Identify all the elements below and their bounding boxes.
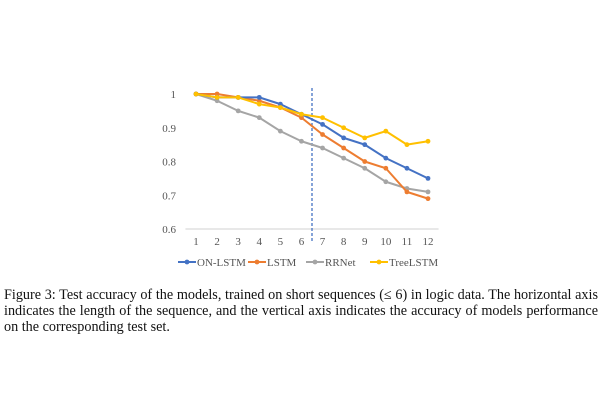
data-point-rrnet — [341, 155, 347, 161]
legend-item-lstm: LSTM — [248, 257, 297, 269]
legend-label: ON-LSTM — [197, 257, 246, 269]
data-point-lstm — [362, 159, 368, 164]
data-point-treelstm — [341, 125, 347, 131]
x-tick-label: 11 — [402, 236, 413, 248]
legend-swatch-marker — [312, 259, 318, 265]
x-axis-ticks: 1 2 3 4 5 6 7 8 9 10 11 12 — [193, 236, 433, 248]
y-tick-label: 0.6 — [162, 224, 176, 236]
legend-item-treelstm: TreeLSTM — [370, 257, 438, 269]
accuracy-line-chart: 0.60.70.80.91 1 2 3 4 5 6 7 8 9 10 11 12 ON-LSTM LST… — [162, 88, 439, 269]
data-point-rrnet — [277, 128, 283, 134]
data-point-rrnet — [362, 165, 368, 171]
data-point-rrnet — [256, 115, 262, 121]
data-point-rrnet — [235, 108, 241, 114]
data-point-treelstm — [362, 135, 368, 141]
data-point-on-lstm — [320, 121, 325, 127]
data-point-rrnet — [320, 145, 325, 151]
x-tick-label: 8 — [341, 236, 347, 248]
legend-item-rrnet: RRNet — [306, 257, 356, 269]
series-line-rrnet — [195, 93, 429, 193]
data-point-lstm — [425, 196, 431, 202]
data-point-rrnet — [299, 138, 304, 144]
x-tick-label: 2 — [214, 236, 220, 248]
legend-label: RRNet — [325, 257, 356, 269]
data-point-lstm — [341, 145, 347, 151]
y-tick-label: 0.8 — [162, 157, 176, 169]
data-point-lstm — [320, 132, 325, 137]
data-point-on-lstm — [425, 175, 431, 181]
legend: ON-LSTM LSTM RRNet TreeLSTM — [178, 257, 438, 269]
data-point-treelstm — [383, 128, 389, 134]
series-rrnet — [193, 91, 431, 195]
legend-label: LSTM — [267, 257, 297, 269]
data-point-on-lstm — [277, 101, 283, 107]
figure-caption: Figure 3: Test accuracy of the models, t… — [4, 287, 598, 335]
data-point-treelstm — [320, 115, 325, 121]
x-tick-label: 3 — [235, 236, 241, 248]
legend-swatch-marker — [184, 259, 190, 265]
data-point-treelstm — [214, 94, 220, 100]
data-point-lstm — [299, 115, 304, 121]
y-tick-label: 0.9 — [162, 123, 176, 135]
series-line-treelstm — [195, 93, 429, 146]
data-point-treelstm — [425, 138, 431, 144]
legend-swatch-marker — [376, 259, 382, 265]
legend-item-on-lstm: ON-LSTM — [178, 257, 246, 269]
y-tick-label: 1 — [171, 89, 177, 101]
data-point-lstm — [383, 165, 389, 171]
x-tick-label: 4 — [257, 236, 263, 248]
data-point-on-lstm — [362, 142, 368, 148]
x-tick-label: 1 — [193, 236, 199, 248]
data-point-treelstm — [277, 105, 283, 110]
data-point-lstm — [256, 98, 262, 104]
data-point-treelstm — [404, 142, 410, 148]
data-point-rrnet — [214, 98, 220, 104]
x-tick-label: 7 — [320, 236, 326, 248]
series-treelstm — [193, 91, 431, 148]
data-point-on-lstm — [256, 94, 262, 100]
data-point-lstm — [404, 189, 410, 195]
series-layer — [193, 91, 431, 202]
data-point-on-lstm — [404, 165, 410, 171]
data-point-treelstm — [235, 94, 241, 100]
data-point-treelstm — [299, 111, 304, 117]
x-tick-label: 9 — [362, 236, 368, 248]
data-point-on-lstm — [341, 135, 347, 141]
data-point-rrnet — [425, 189, 431, 195]
data-point-treelstm — [193, 91, 199, 97]
x-tick-label: 12 — [423, 236, 434, 248]
x-tick-label: 6 — [299, 236, 305, 248]
data-point-lstm — [214, 91, 220, 97]
y-axis-ticks: 0.6 0.7 0.8 0.9 1 — [162, 89, 176, 236]
x-tick-label: 5 — [278, 236, 284, 248]
data-point-rrnet — [383, 179, 389, 185]
legend-label: TreeLSTM — [389, 257, 438, 269]
data-point-treelstm — [256, 101, 262, 107]
data-point-on-lstm — [383, 155, 389, 161]
legend-swatch-marker — [254, 259, 260, 265]
y-tick-label: 0.7 — [162, 190, 176, 202]
x-tick-label: 10 — [380, 236, 392, 248]
